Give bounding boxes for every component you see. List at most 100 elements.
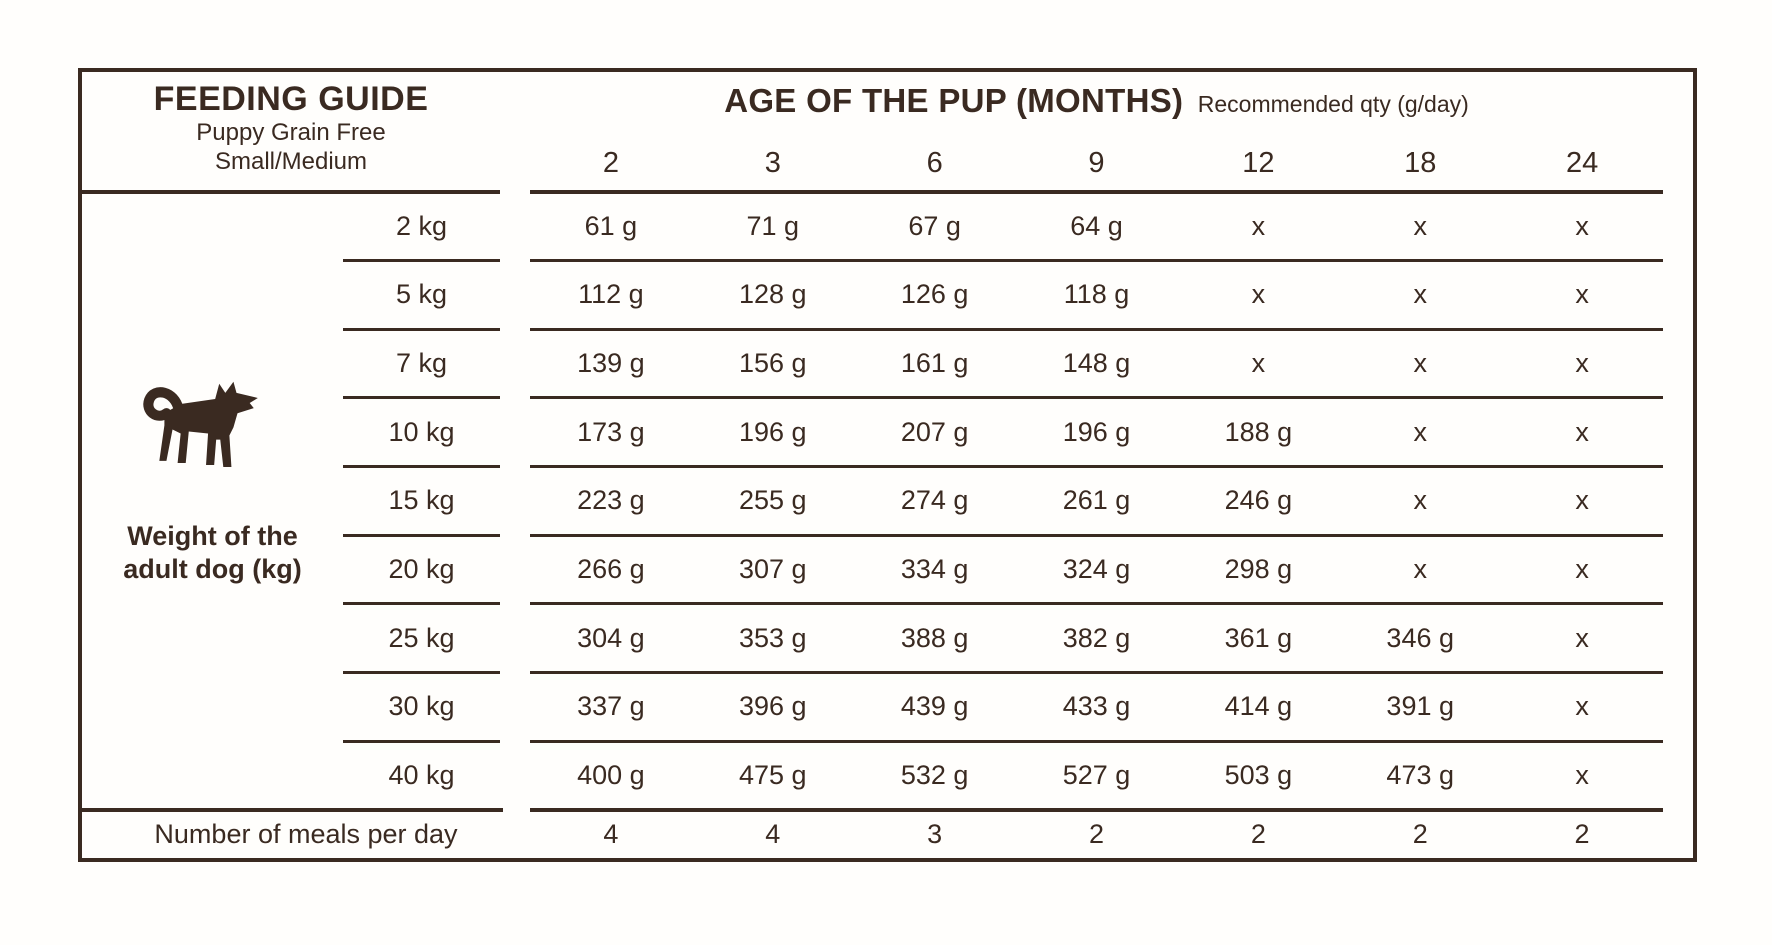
cell-value: x	[1575, 485, 1589, 516]
product-name-line2: Small/Medium	[214, 148, 368, 175]
table-row-2kg: 2 kg 61 g 71 g 67 g 64 g x x x	[82, 192, 1693, 263]
cell-value: 353 g	[738, 622, 807, 653]
cell-value: x	[1413, 554, 1427, 585]
cell-value: 382 g	[1062, 622, 1131, 653]
cell-value: 161 g	[900, 348, 969, 379]
row-divider	[530, 259, 1663, 263]
cell-value: x	[1413, 416, 1427, 447]
row-divider	[530, 396, 1663, 400]
row-values: 61 g 71 g 67 g 64 g x x x	[530, 192, 1663, 261]
meals-value: 4	[765, 818, 781, 849]
cell-value: x	[1251, 210, 1266, 241]
weight-label: 20 kg	[388, 554, 455, 585]
weight-label: 25 kg	[388, 622, 455, 653]
unit-note: Recommended qty (g/day)	[1197, 91, 1469, 117]
row-values: 223 g 255 g 274 g 261 g 246 g x x	[530, 467, 1663, 536]
cell-value: 433 g	[1062, 691, 1131, 722]
weight-label: 40 kg	[388, 760, 455, 791]
cell-value: x	[1413, 348, 1427, 379]
cell-value: 337 g	[577, 691, 645, 722]
row-divider	[343, 739, 500, 743]
meals-value: 2	[1574, 818, 1590, 849]
cell-value: x	[1575, 279, 1589, 310]
cell-value: 139 g	[577, 348, 645, 379]
table-row-5kg: 5 kg 112 g 128 g 126 g 118 g x x x	[82, 261, 1693, 331]
cell-value: 112 g	[578, 279, 644, 310]
cell-value: 246 g	[1224, 485, 1293, 516]
cell-value: x	[1575, 348, 1589, 379]
cell-value: 67 g	[908, 210, 961, 241]
cell-value: 324 g	[1062, 554, 1131, 585]
cell-value: 61 g	[584, 210, 638, 241]
column-header-2m: 2	[602, 146, 619, 179]
row-values: 337 g 396 g 439 g 433 g 414 g 391 g x	[530, 673, 1663, 742]
meals-value: 2	[1250, 818, 1266, 849]
table-frame: FEEDING GUIDE Puppy Grain Free Small/Med…	[78, 68, 1697, 862]
column-header-12m: 12	[1242, 146, 1275, 179]
weight-label: 10 kg	[388, 416, 455, 447]
row-divider	[530, 327, 1663, 331]
row-divider	[343, 465, 500, 469]
header-divider-data	[530, 190, 1663, 194]
column-header-9m: 9	[1088, 146, 1105, 179]
table-row-40kg: 40 kg 400 g 475 g 532 g 527 g 503 g 473 …	[82, 741, 1693, 810]
header-divider-left	[82, 190, 500, 194]
meals-per-day-row: Number of meals per day 4 4 3 2 2 2 2	[82, 808, 1693, 858]
row-values: 400 g 475 g 532 g 527 g 503 g 473 g x	[530, 741, 1663, 810]
cell-value: 207 g	[900, 416, 969, 447]
cell-value: 188 g	[1224, 416, 1293, 447]
meals-value: 3	[927, 818, 943, 849]
cell-value: 118 g	[1063, 279, 1130, 310]
cell-value: 71 g	[746, 210, 800, 241]
row-divider	[343, 602, 500, 606]
weight-label: 7 kg	[395, 348, 448, 379]
cell-value: 126 g	[900, 279, 969, 310]
cell-value: 391 g	[1386, 691, 1454, 722]
cell-value: x	[1575, 210, 1589, 241]
row-divider	[530, 602, 1663, 606]
cell-value: x	[1575, 760, 1589, 791]
cell-value: 223 g	[577, 485, 645, 516]
title-block: FEEDING GUIDE Puppy Grain Free Small/Med…	[82, 72, 500, 192]
cell-value: 361 g	[1224, 622, 1293, 653]
row-values: 266 g 307 g 334 g 324 g 298 g x x	[530, 535, 1663, 604]
row-values: 112 g 128 g 126 g 118 g x x x	[530, 261, 1663, 330]
column-header-24m: 24	[1565, 146, 1599, 179]
meals-label: Number of meals per day	[154, 818, 458, 849]
cell-value: 439 g	[900, 691, 969, 722]
column-header-3m: 3	[764, 146, 781, 179]
meals-value: 2	[1088, 818, 1104, 849]
cell-value: x	[1413, 210, 1427, 241]
meals-divider-left	[82, 808, 503, 812]
column-headers: 2 3 6 9 12 18 24	[530, 140, 1663, 186]
cell-value: 527 g	[1062, 760, 1131, 791]
cell-value: 266 g	[577, 554, 645, 585]
cell-value: x	[1413, 485, 1427, 516]
weight-axis-label-line1: Weight of the	[127, 521, 298, 551]
cell-value: 298 g	[1224, 554, 1293, 585]
dog-silhouette-icon	[143, 381, 258, 468]
table-row-7kg: 7 kg 139 g 156 g 161 g 148 g x x x	[82, 329, 1693, 400]
cell-value: 532 g	[900, 760, 969, 791]
column-header-18m: 18	[1404, 146, 1437, 179]
cell-value: x	[1251, 279, 1266, 310]
cell-value: 346 g	[1386, 622, 1454, 653]
weight-label: 15 kg	[388, 485, 455, 516]
weight-label: 30 kg	[388, 691, 455, 722]
age-header-line: AGE OF THE PUP (MONTHS) Recommended qty …	[530, 82, 1663, 120]
row-divider	[530, 671, 1663, 675]
cell-value: 400 g	[577, 760, 645, 791]
table-row-20kg: 20 kg 266 g 307 g 334 g 324 g 298 g x x	[82, 535, 1693, 606]
cell-value: 196 g	[738, 416, 807, 447]
cell-value: 334 g	[900, 554, 969, 585]
row-divider	[530, 739, 1663, 743]
cell-value: 307 g	[738, 554, 807, 585]
cell-value: x	[1575, 622, 1589, 653]
row-values: 139 g 156 g 161 g 148 g x x x	[530, 329, 1663, 398]
row-values: 173 g 196 g 207 g 196 g 188 g x x	[530, 398, 1663, 467]
table-body: Weight of the adult dog (kg) 2 kg 61 g 7…	[82, 192, 1693, 810]
cell-value: 473 g	[1386, 760, 1454, 791]
cell-value: 261 g	[1062, 485, 1131, 516]
column-header-6m: 6	[926, 146, 943, 179]
